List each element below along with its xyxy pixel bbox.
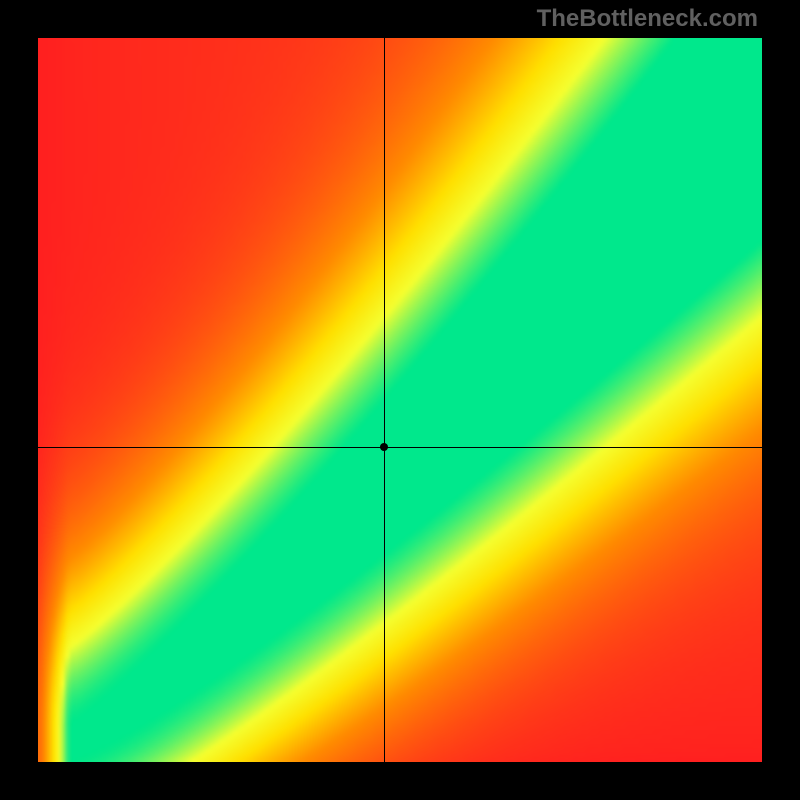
- crosshair-horizontal: [38, 447, 762, 448]
- watermark-text: TheBottleneck.com: [537, 5, 758, 33]
- heatmap-canvas: [38, 38, 762, 762]
- crosshair-vertical: [384, 38, 385, 762]
- bottleneck-chart: TheBottleneck.com: [0, 0, 800, 800]
